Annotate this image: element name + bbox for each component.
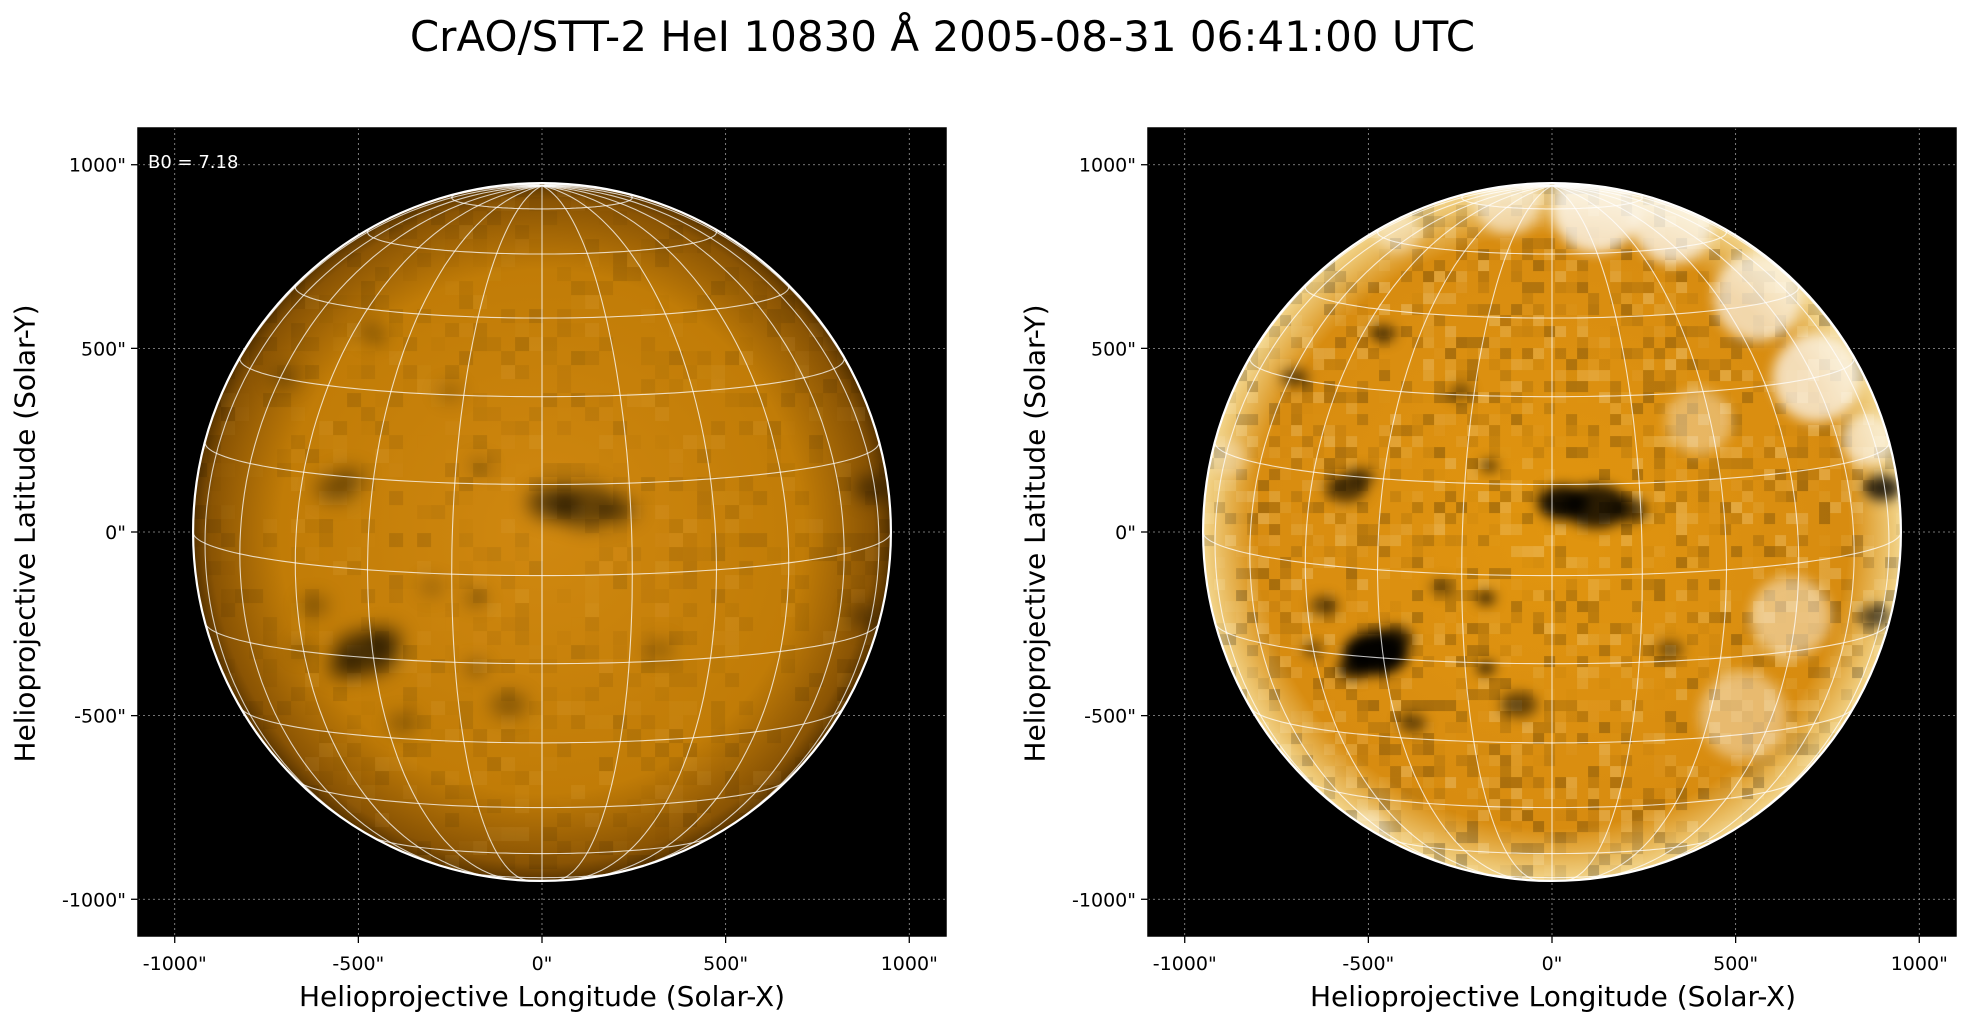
ytick-label: 1000" [1079,155,1136,177]
ytick-label: -500" [1084,706,1136,728]
ytick-label: 0" [1115,522,1136,544]
left-solar-image: -1000" -500" 0" 500" 1000" 1000" 500" 0" -500" -1… [62,127,947,975]
xtick-label: -1000" [143,953,207,975]
right-ylabel: Helioprojective Latitude (Solar-Y) [1018,304,1052,763]
ytick-label: 1000" [69,155,126,177]
heliographic-grid [192,182,892,882]
right-xlabel: Helioprojective Longitude (Solar-X) [1309,980,1797,1013]
right-solar-image: -1000" -500" 0" 500" 1000" 1000" 500" 0" -500" -1… [1072,127,1957,975]
xtick-label: 500" [1713,953,1758,975]
solar-limb [1201,181,1903,883]
ytick-label: -1000" [1072,889,1136,911]
ytick-label: -1000" [62,889,126,911]
left-panel: -1000" -500" 0" 500" 1000" 1000" 500" 0" -500" -1… [0,0,960,1026]
left-ylabel: Helioprojective Latitude (Solar-Y) [8,304,42,763]
xtick-label: -500" [1342,953,1394,975]
right-panel: -1000" -500" 0" 500" 1000" 1000" 500" 0" -500" -1… [1010,0,1971,1026]
xtick-label: 1000" [1891,953,1948,975]
xtick-label: 0" [1542,953,1563,975]
ytick-label: 500" [81,338,126,360]
ytick-label: 0" [105,522,126,544]
xtick-label: 500" [703,953,748,975]
ytick-label: -500" [74,706,126,728]
solar-limb [191,181,893,883]
xtick-label: -500" [332,953,384,975]
left-xlabel: Helioprojective Longitude (Solar-X) [298,980,786,1013]
xtick-label: 0" [532,953,553,975]
figure-title: CrAO/STT-2 HeI 10830 Å 2005-08-31 06:41:… [409,12,1476,61]
b0-annotation: B0 = 7.18 [148,152,238,173]
xtick-label: 1000" [881,953,938,975]
ytick-label: 500" [1091,338,1136,360]
xtick-label: -1000" [1153,953,1217,975]
